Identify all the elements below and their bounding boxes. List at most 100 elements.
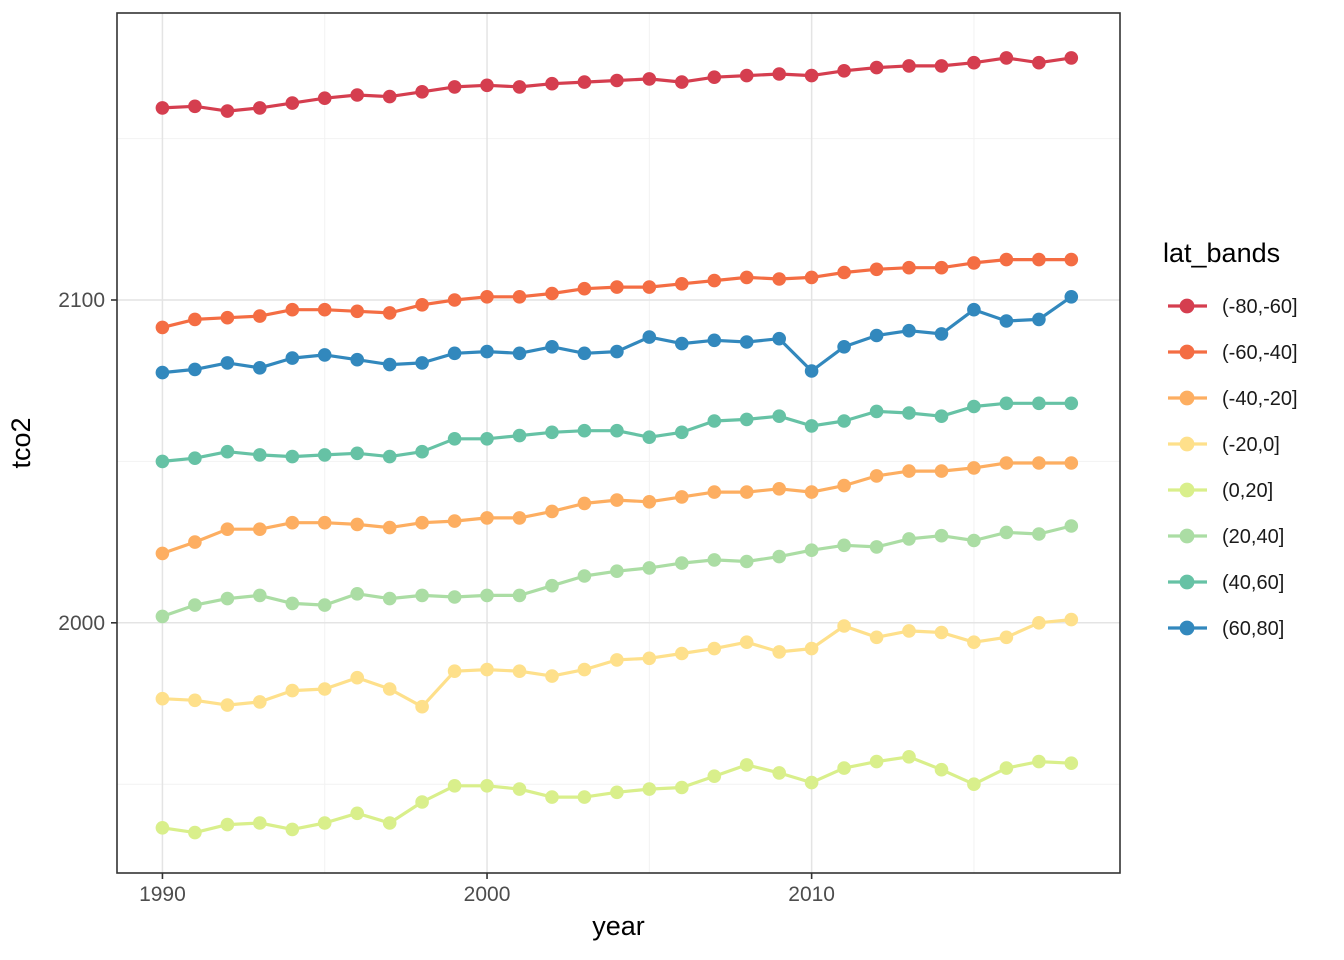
data-point [707,70,722,84]
data-point [804,270,819,285]
data-point [999,314,1014,328]
legend-key-point-icon [1179,344,1195,360]
series-group [155,51,1079,840]
data-point [902,532,916,546]
data-point [967,55,981,70]
data-point [317,348,332,362]
data-point [155,454,170,469]
data-point [545,425,559,440]
x-tick-label: 1990 [139,883,186,906]
data-point [642,330,657,344]
data-point [610,564,624,578]
data-point [188,535,202,549]
data-point [642,280,657,294]
data-point [480,779,494,793]
data-point [415,588,429,603]
data-point [512,80,527,94]
data-point [512,782,527,796]
data-point [804,419,819,433]
data-point [610,280,624,294]
legend-item-(-20,0]: (-20,0] [1168,434,1280,456]
legend-key-point-icon [1179,482,1195,498]
data-point [415,85,429,99]
data-point [1032,312,1046,327]
data-point [577,281,592,296]
data-point [610,653,624,667]
data-point [837,761,851,775]
data-point [610,493,624,507]
data-point [869,754,884,769]
data-point [739,485,754,499]
data-point [675,75,689,89]
data-point [155,691,170,706]
data-point [739,412,754,427]
data-point [220,356,235,370]
legend-item-(20,40]: (20,40] [1168,526,1284,548]
data-point [350,88,365,102]
data-point [1032,252,1046,267]
legend-key-point-icon [1179,620,1195,636]
data-point [285,449,300,464]
data-point [382,591,397,606]
data-point [707,333,722,348]
data-point [155,609,170,624]
data-point [188,362,202,377]
data-point [317,302,332,317]
data-point [382,816,397,830]
data-point [772,549,786,564]
series-(0,20] [155,750,1079,840]
data-point [642,72,657,86]
series-(-40,-20] [155,456,1079,561]
data-point [285,96,300,110]
data-point [155,546,170,561]
data-point [577,75,592,89]
legend-label: (20,40] [1222,526,1284,548]
data-point [350,446,365,461]
data-point [512,511,527,525]
data-point [610,344,624,359]
data-point [804,485,819,499]
data-point [480,344,494,359]
data-point [869,60,884,75]
data-point [837,414,851,428]
data-point [804,364,819,378]
data-point [1064,756,1079,770]
data-point [188,825,202,840]
y-axis-title: tco2 [6,417,36,468]
data-point [317,91,332,105]
data-point [967,533,981,548]
series-(40,60] [155,396,1079,469]
data-point [707,553,722,567]
legend-key-point-icon [1179,574,1195,590]
data-point [869,469,884,483]
data-point [512,664,527,678]
data-point [869,630,884,645]
data-point [350,517,365,532]
data-point [610,785,624,800]
legend-label: (-60,-40] [1222,342,1298,364]
legend-item-(-40,-20]: (-40,-20] [1168,388,1298,410]
data-point [967,256,981,270]
data-point [155,365,170,380]
data-point [545,669,559,683]
data-point [902,750,916,764]
data-point [447,80,462,94]
legend-item-(0,20]: (0,20] [1168,480,1273,502]
data-point [1064,290,1079,304]
data-point [188,312,202,327]
data-point [545,578,559,593]
data-point [675,277,689,291]
data-point [220,444,235,459]
data-point [220,591,235,606]
data-point [155,101,170,115]
data-point [642,430,657,445]
data-point [999,761,1014,775]
grid-minor [117,13,1120,873]
data-point [772,766,786,780]
data-point [577,569,592,583]
data-point [545,76,559,91]
data-point [480,511,494,525]
panel-border [116,12,1121,874]
data-point [350,806,365,821]
